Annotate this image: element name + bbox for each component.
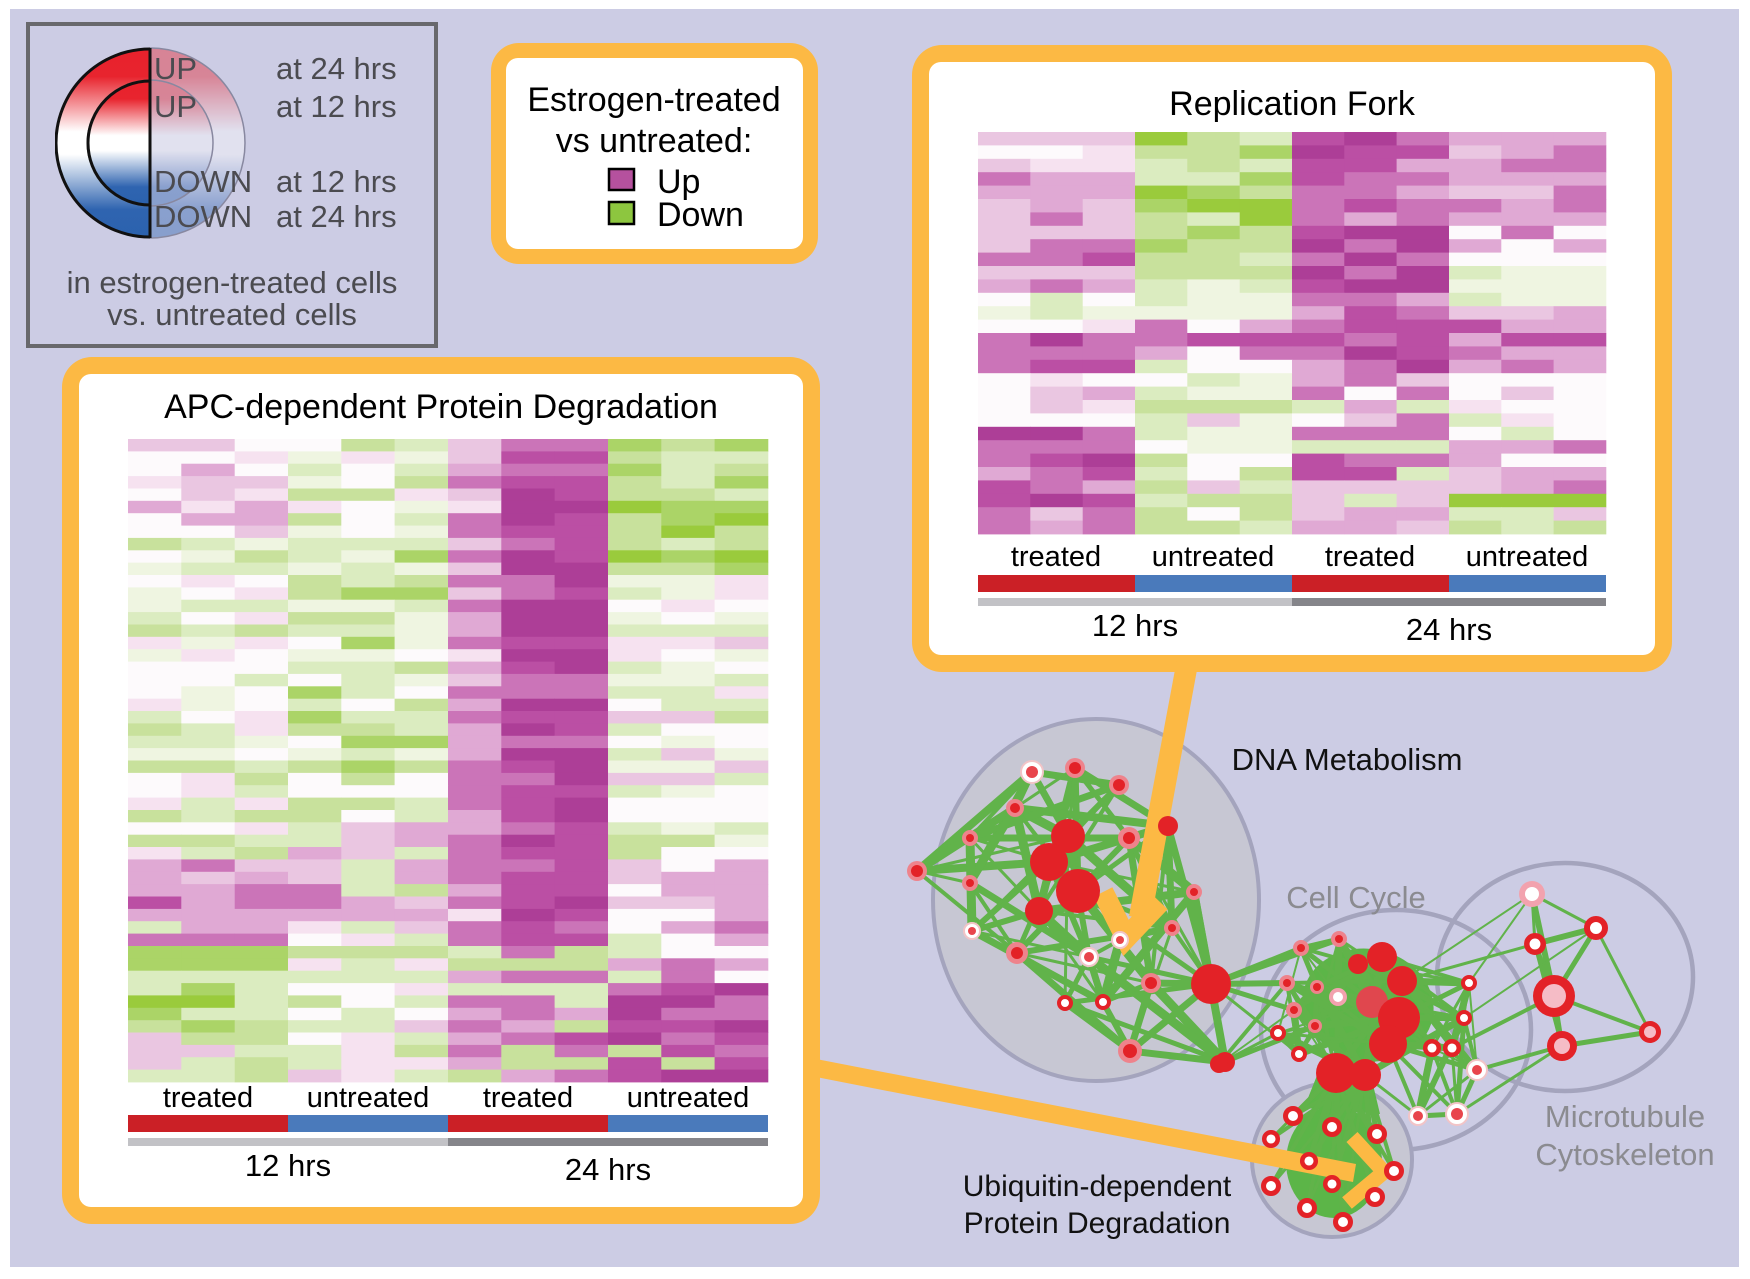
svg-text:Up: Up — [657, 163, 700, 201]
svg-text:untreated: untreated — [1152, 541, 1275, 573]
svg-text:12 hrs: 12 hrs — [1092, 608, 1178, 643]
svg-text:12 hrs: 12 hrs — [245, 1148, 331, 1183]
svg-text:vs untreated:: vs untreated: — [556, 122, 753, 160]
svg-text:UP: UP — [154, 51, 197, 86]
svg-text:Down: Down — [657, 196, 744, 234]
svg-text:in estrogen-treated cells: in estrogen-treated cells — [67, 265, 398, 300]
svg-text:DOWN: DOWN — [154, 199, 252, 234]
svg-text:vs. untreated cells: vs. untreated cells — [107, 297, 357, 332]
svg-text:APC-dependent Protein Degradat: APC-dependent Protein Degradation — [164, 388, 718, 426]
svg-text:Replication Fork: Replication Fork — [1169, 85, 1416, 123]
svg-text:at 12 hrs: at 12 hrs — [276, 164, 397, 199]
svg-text:treated: treated — [163, 1082, 253, 1114]
svg-text:Protein Degradation: Protein Degradation — [964, 1207, 1231, 1240]
svg-text:at 12 hrs: at 12 hrs — [276, 89, 397, 124]
svg-text:untreated: untreated — [307, 1082, 430, 1114]
svg-text:24 hrs: 24 hrs — [1406, 612, 1492, 647]
svg-text:treated: treated — [483, 1082, 573, 1114]
svg-text:DOWN: DOWN — [154, 164, 252, 199]
svg-text:UP: UP — [154, 89, 197, 124]
svg-text:at 24 hrs: at 24 hrs — [276, 199, 397, 234]
svg-text:treated: treated — [1325, 541, 1415, 573]
svg-text:Cell Cycle: Cell Cycle — [1286, 880, 1426, 915]
svg-text:at 24 hrs: at 24 hrs — [276, 51, 397, 86]
svg-text:24 hrs: 24 hrs — [565, 1152, 651, 1187]
svg-text:Ubiquitin-dependent: Ubiquitin-dependent — [963, 1170, 1232, 1203]
svg-text:DNA Metabolism: DNA Metabolism — [1232, 742, 1463, 777]
svg-text:Estrogen-treated: Estrogen-treated — [527, 81, 780, 119]
svg-text:untreated: untreated — [1466, 541, 1589, 573]
svg-text:Microtubule: Microtubule — [1545, 1099, 1705, 1134]
svg-text:Cytoskeleton: Cytoskeleton — [1535, 1137, 1714, 1172]
svg-text:treated: treated — [1011, 541, 1101, 573]
svg-text:untreated: untreated — [627, 1082, 750, 1114]
